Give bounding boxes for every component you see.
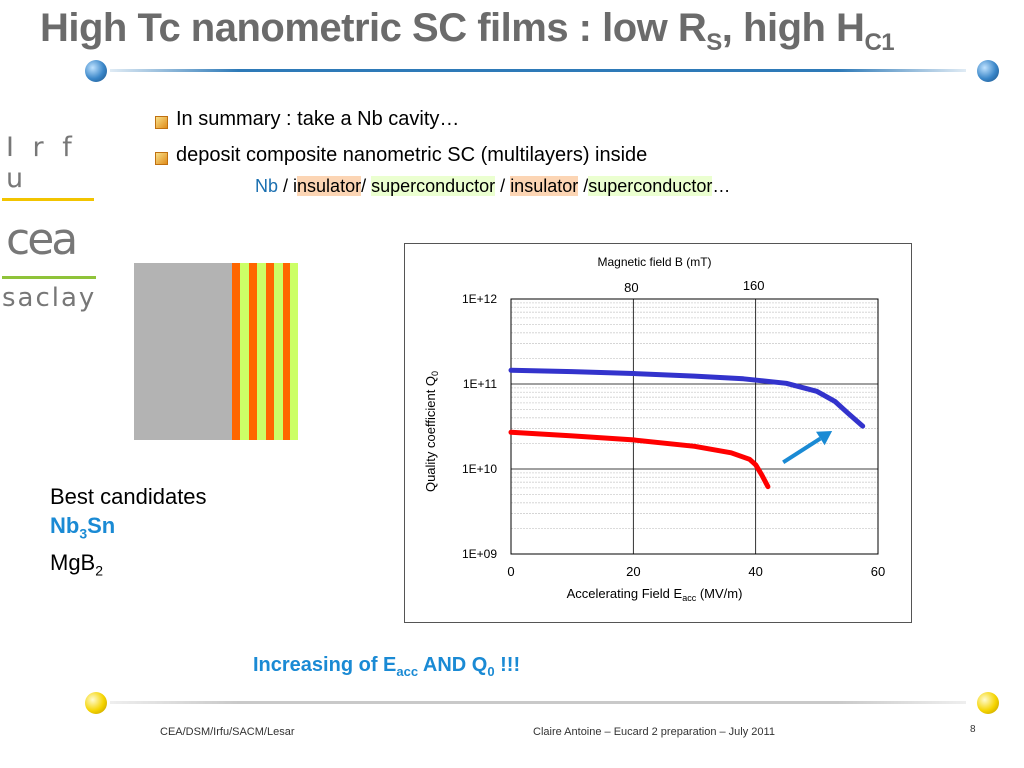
- improvement-arrow-head: [816, 430, 833, 446]
- y-tick-label: 1E+12: [462, 292, 497, 306]
- y-tick-label: 1E+11: [463, 377, 497, 391]
- candidate-nb3sn: Nb3Sn: [50, 513, 116, 542]
- plot-frame: [510, 298, 879, 555]
- institution-logos: I r f u cea saclay: [0, 132, 100, 313]
- x-tick-label: 20: [626, 564, 640, 579]
- footer-rule-right-dot: [977, 692, 999, 714]
- superconductor-layer: [274, 263, 283, 440]
- title-rule-right-dot: [977, 60, 999, 82]
- x-tick-label: 0: [507, 564, 514, 579]
- footer-rule-left-dot: [85, 692, 107, 714]
- bullet-text-1: In summary : take a Nb cavity…: [176, 108, 460, 130]
- insulator-layer: [232, 263, 240, 440]
- footer-org: CEA/DSM/Irfu/SACM/Lesar: [160, 726, 295, 738]
- emphasis-text: Increasing of Eacc AND Q0 !!!: [253, 654, 521, 679]
- footer-rule: [110, 701, 966, 704]
- bullet-marker: [155, 116, 168, 129]
- superconductor-layer: [240, 263, 249, 440]
- series-line-2: [508, 429, 771, 490]
- bullet-marker: [155, 152, 168, 165]
- improvement-arrow: [782, 436, 822, 464]
- nb-substrate-layer: [134, 263, 232, 440]
- top-axis-tick-label: 160: [743, 278, 765, 293]
- bullet-text-2: deposit composite nanometric SC (multila…: [176, 144, 648, 166]
- top-axis-tick-label: 80: [624, 280, 638, 295]
- cea-logo: cea: [0, 214, 100, 268]
- x-tick-label: 40: [748, 564, 762, 579]
- slide-title: High Tc nanometric SC films : low RS, hi…: [40, 6, 895, 56]
- saclay-logo: saclay: [0, 276, 100, 313]
- multilayer-diagram: [134, 263, 298, 440]
- candidate-mgb2: MgB2: [50, 550, 104, 579]
- x-axis-label: Accelerating Field Eacc (MV/m): [567, 586, 743, 603]
- candidates-heading: Best candidates: [50, 484, 207, 509]
- y-tick-label: 1E+09: [462, 547, 497, 561]
- insulator-layer: [249, 263, 257, 440]
- x-tick-label: 60: [871, 564, 885, 579]
- insulator-layer: [266, 263, 274, 440]
- footer-author: Claire Antoine – Eucard 2 preparation – …: [533, 726, 775, 738]
- svg-text:cea: cea: [6, 217, 75, 263]
- series-line-1: [508, 367, 866, 429]
- best-candidates: Best candidates Nb3Sn MgB2: [50, 482, 207, 586]
- y-axis-label: Quality coefficient Q0: [423, 371, 440, 492]
- superconductor-layer: [257, 263, 266, 440]
- q0-vs-eacc-chart: 1E+09 1E+10 1E+11 1E+12 0 20 40 60 Magnetic fiel…: [404, 243, 912, 623]
- page-number: 8: [970, 724, 976, 735]
- insulator-layer: [283, 263, 290, 440]
- chart-title: Magnetic field B (mT): [597, 255, 711, 269]
- irfu-logo: I r f u: [0, 132, 100, 201]
- y-tick-label: 1E+10: [462, 462, 497, 476]
- layer-composition-line: Nb / insulator/ superconductor / insulat…: [255, 176, 731, 196]
- superconductor-layer: [290, 263, 298, 440]
- title-rule-left-dot: [85, 60, 107, 82]
- title-rule: [110, 69, 966, 72]
- chart-svg: 1E+09 1E+10 1E+11 1E+12 0 20 40 60 Magnetic fiel…: [423, 255, 885, 603]
